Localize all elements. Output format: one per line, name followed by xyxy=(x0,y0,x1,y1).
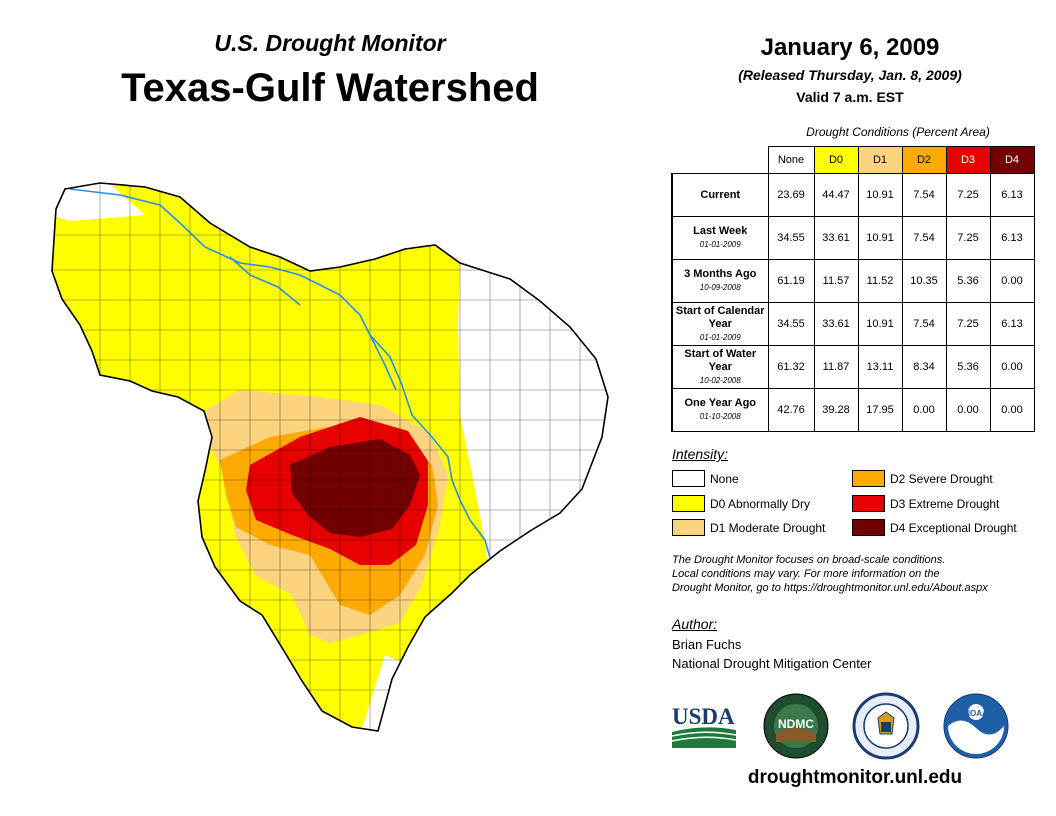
table-row: Last Week 01-01-2009 34.55 33.61 10.91 7.… xyxy=(671,216,1035,260)
d4-region xyxy=(290,439,420,537)
row-label: Start of Water Year 10-02-2008 xyxy=(671,345,769,389)
legend-item-d1: D1 Moderate Drought xyxy=(672,519,825,536)
cell-d2: 0.00 xyxy=(901,388,947,432)
row-label: Start of Calendar Year 01-01-2009 xyxy=(671,302,769,346)
row-label: Last Week 01-01-2009 xyxy=(671,216,769,260)
legend-swatch xyxy=(852,495,885,512)
legend-item-none: None xyxy=(672,470,739,487)
valid-time: Valid 7 a.m. EST xyxy=(796,89,904,105)
cell-d4: 0.00 xyxy=(989,259,1035,303)
cell-d3: 5.36 xyxy=(945,345,991,389)
cell-d0: 11.57 xyxy=(813,259,859,303)
legend-item-d0: D0 Abnormally Dry xyxy=(672,495,810,512)
svg-text:NDMC: NDMC xyxy=(778,717,814,731)
legend-swatch xyxy=(672,519,705,536)
cell-d3: 7.25 xyxy=(945,302,991,346)
noaa-logo: NOAA xyxy=(943,693,1009,759)
footer-url[interactable]: droughtmonitor.unl.edu xyxy=(747,767,963,788)
cell-d1: 10.91 xyxy=(857,302,903,346)
cell-d1: 17.95 xyxy=(857,388,903,432)
cell-d1: 13.11 xyxy=(857,345,903,389)
table-caption: Drought Conditions (Percent Area) xyxy=(806,125,990,139)
col-none: None xyxy=(767,146,815,174)
cell-none: 23.69 xyxy=(767,173,815,217)
legend-title: Intensity: xyxy=(672,446,729,462)
cell-d0: 39.28 xyxy=(813,388,859,432)
cell-d2: 10.35 xyxy=(901,259,947,303)
legend-item-d3: D3 Extreme Drought xyxy=(852,495,999,512)
cell-d3: 7.25 xyxy=(945,173,991,217)
cell-none: 34.55 xyxy=(767,302,815,346)
usda-logo: USDA xyxy=(671,704,737,748)
cell-d2: 7.54 xyxy=(901,302,947,346)
cell-d0: 44.47 xyxy=(813,173,859,217)
commerce-seal-logo xyxy=(852,692,920,760)
release-date: (Released Thursday, Jan. 8, 2009) xyxy=(738,67,962,83)
cell-d0: 11.87 xyxy=(813,345,859,389)
map-date: January 6, 2009 xyxy=(760,34,940,61)
cell-none: 61.19 xyxy=(767,259,815,303)
table-row: One Year Ago 01-10-2008 42.76 39.28 17.95… xyxy=(671,388,1035,432)
col-d3: D3 xyxy=(945,146,991,174)
svg-text:USDA: USDA xyxy=(672,704,735,729)
row-label: One Year Ago 01-10-2008 xyxy=(671,388,769,432)
legend-swatch xyxy=(852,519,885,536)
cell-d2: 8.34 xyxy=(901,345,947,389)
cell-d1: 11.52 xyxy=(857,259,903,303)
table-row: 3 Months Ago 10-09-2008 61.19 11.57 11.52… xyxy=(671,259,1035,303)
drought-monitor-note: The Drought Monitor focuses on broad-sca… xyxy=(672,554,988,594)
row-label: Current xyxy=(671,173,769,217)
legend-item-d4: D4 Exceptional Drought xyxy=(852,519,1017,536)
table-row: Start of Calendar Year 01-01-2009 34.55 3… xyxy=(671,302,1035,346)
table-row: Current 23.69 44.47 10.91 7.54 7.25 6.13 xyxy=(671,173,1035,217)
cell-none: 34.55 xyxy=(767,216,815,260)
legend-swatch xyxy=(672,495,705,512)
col-d0: D0 xyxy=(813,146,859,174)
ndmc-logo: NDMC xyxy=(763,693,829,759)
cell-d0: 33.61 xyxy=(813,302,859,346)
author-organization: National Drought Mitigation Center xyxy=(672,656,872,671)
row-label: 3 Months Ago 10-09-2008 xyxy=(671,259,769,303)
cell-d1: 10.91 xyxy=(857,216,903,260)
cell-d2: 7.54 xyxy=(901,173,947,217)
cell-d2: 7.54 xyxy=(901,216,947,260)
legend-swatch xyxy=(672,470,705,487)
cell-none: 42.76 xyxy=(767,388,815,432)
drought-stats-table: None D0 D1 D2 D3 D4 Current 23.69 44.47 … xyxy=(671,146,1035,432)
table-header-row: None D0 D1 D2 D3 D4 xyxy=(672,146,1035,174)
map-subtitle: U.S. Drought Monitor xyxy=(214,30,446,56)
cell-d4: 6.13 xyxy=(989,173,1035,217)
cell-d3: 5.36 xyxy=(945,259,991,303)
drought-map xyxy=(51,182,609,732)
col-d2: D2 xyxy=(901,146,947,174)
legend-item-d2: D2 Severe Drought xyxy=(852,470,993,487)
cell-d4: 6.13 xyxy=(989,302,1035,346)
map-title: Texas-Gulf Watershed xyxy=(121,66,539,110)
cell-d3: 7.25 xyxy=(945,216,991,260)
author-name: Brian Fuchs xyxy=(672,637,742,652)
cell-none: 61.32 xyxy=(767,345,815,389)
author-heading: Author: xyxy=(672,616,718,632)
col-d1: D1 xyxy=(857,146,903,174)
cell-d4: 0.00 xyxy=(989,345,1035,389)
watershed-outline xyxy=(51,182,609,732)
legend-swatch xyxy=(852,470,885,487)
cell-d4: 0.00 xyxy=(989,388,1035,432)
cell-d4: 6.13 xyxy=(989,216,1035,260)
cell-d1: 10.91 xyxy=(857,173,903,217)
cell-d0: 33.61 xyxy=(813,216,859,260)
table-row: Start of Water Year 10-02-2008 61.32 11.8… xyxy=(671,345,1035,389)
col-d4: D4 xyxy=(989,146,1035,174)
rivers xyxy=(69,188,493,566)
cell-d3: 0.00 xyxy=(945,388,991,432)
svg-text:NOAA: NOAA xyxy=(964,709,988,718)
